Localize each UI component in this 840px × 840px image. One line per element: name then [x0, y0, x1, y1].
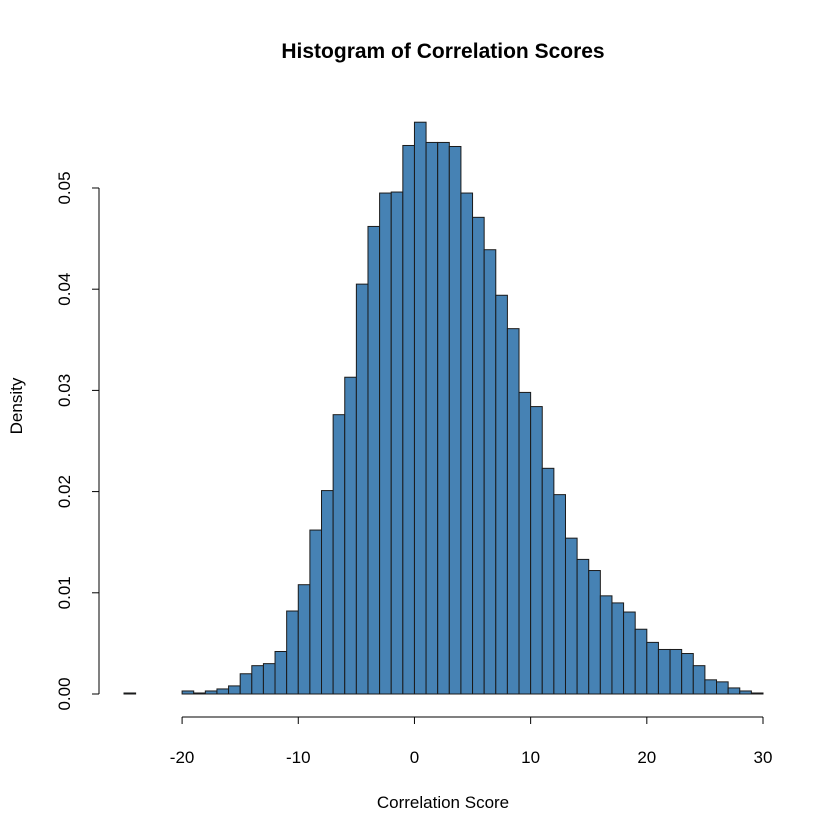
histogram-bar	[181, 690, 195, 695]
histogram-bar	[692, 665, 706, 695]
histogram-bar	[750, 692, 764, 695]
histogram-bar	[530, 406, 543, 695]
histogram-bar	[390, 191, 404, 695]
y-tick-label: 0.03	[55, 374, 74, 407]
y-tick-label: 0.01	[55, 576, 74, 609]
histogram-bar	[448, 145, 462, 695]
histogram-bar	[413, 121, 427, 695]
y-tick-label: 0.04	[55, 273, 74, 306]
histogram-bar	[216, 688, 230, 695]
x-tick-label: 0	[410, 748, 419, 767]
histogram-bar	[541, 467, 555, 695]
histogram-bar	[472, 216, 485, 695]
histogram-bar	[262, 663, 276, 695]
histogram-bar	[460, 192, 474, 695]
histogram-bar	[332, 414, 346, 695]
histogram-bar	[379, 192, 392, 695]
x-tick-label: 30	[754, 748, 773, 767]
histogram-bar	[506, 328, 520, 695]
histogram-bar	[297, 584, 311, 695]
histogram-bar	[239, 673, 253, 695]
histogram-bar	[204, 690, 218, 695]
histogram-bar	[274, 650, 288, 695]
histogram-bar	[739, 690, 752, 695]
histogram-bar	[193, 692, 206, 695]
histogram-bar	[123, 692, 137, 695]
histogram-bar	[553, 494, 566, 695]
histogram-bar	[355, 283, 369, 695]
x-tick-label: 20	[637, 748, 656, 767]
histogram-bar	[483, 249, 497, 695]
histogram-bar	[634, 628, 648, 695]
histogram-bar	[228, 685, 241, 695]
histogram-bar	[344, 376, 357, 695]
histogram-bar	[564, 537, 578, 695]
histogram-bar	[321, 490, 334, 695]
histogram-bar	[623, 611, 636, 695]
histogram-bar	[646, 641, 659, 695]
histogram-bar	[437, 141, 450, 695]
y-axis: 0.00 0.01 0.02 0.03 0.04 0.05	[55, 171, 100, 711]
histogram-bar	[657, 648, 671, 695]
histogram-bar	[576, 558, 590, 695]
bars-group	[123, 121, 764, 695]
y-tick-label: 0.05	[55, 171, 74, 204]
histogram-bar	[716, 681, 729, 695]
histogram-bar	[588, 570, 601, 695]
histogram-bar	[611, 602, 625, 695]
histogram-bar	[681, 653, 694, 695]
histogram-bar	[599, 595, 613, 695]
histogram-bar	[286, 610, 299, 695]
chart-title: Histogram of Correlation Scores	[281, 40, 604, 63]
histogram-bar	[367, 225, 381, 695]
x-tick-label: -10	[286, 748, 311, 767]
x-tick-label: -20	[170, 748, 195, 767]
histogram-bar	[495, 294, 508, 695]
histogram-bar	[425, 141, 439, 695]
histogram-bar	[669, 648, 683, 695]
histogram-bar	[518, 391, 532, 695]
histogram-bar	[251, 665, 264, 695]
x-tick-label: 10	[521, 748, 540, 767]
x-axis-label: Correlation Score	[377, 793, 509, 812]
y-axis-label: Density	[7, 377, 26, 434]
x-axis: -20 -10 0 10 20 30	[170, 716, 773, 767]
histogram-bar	[309, 529, 323, 695]
histogram-bar	[402, 144, 415, 695]
histogram-bar	[704, 679, 718, 695]
y-tick-label: 0.02	[55, 475, 74, 508]
histogram-bar	[727, 687, 741, 695]
y-tick-label: 0.00	[55, 677, 74, 710]
